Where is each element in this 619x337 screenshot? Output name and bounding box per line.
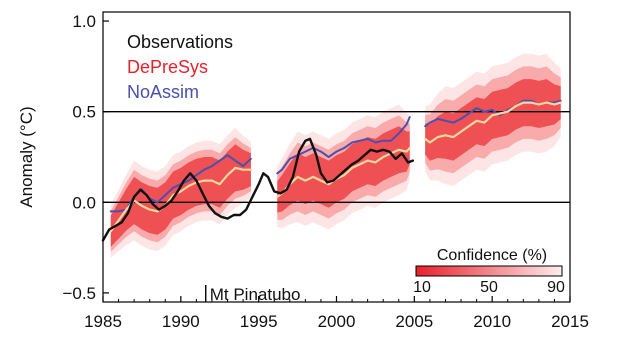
legend-entry-depresys: DePreSys bbox=[127, 57, 208, 77]
y-tick-label: −0.5 bbox=[62, 284, 96, 303]
colorbar-tick-label: 10 bbox=[413, 279, 431, 296]
legend-entry-observations: Observations bbox=[127, 32, 233, 52]
depresys-band-0-2 bbox=[110, 144, 251, 247]
x-tick-label: 2005 bbox=[395, 312, 433, 331]
x-tick-label: 2000 bbox=[318, 312, 356, 331]
annotation-mt-pinatubo: Mt Pinatubo bbox=[205, 285, 301, 304]
legend: Observations DePreSys NoAssim bbox=[127, 32, 233, 102]
x-tick-label: 1985 bbox=[84, 312, 122, 331]
colorbar-title: Confidence (%) bbox=[437, 247, 547, 264]
reference-lines bbox=[103, 110, 570, 204]
x-tick-label: 1995 bbox=[240, 312, 278, 331]
depresys-median-line bbox=[424, 101, 562, 144]
y-tick-label: 1.0 bbox=[72, 12, 96, 31]
confidence-colorbar: Confidence (%) 10 50 90 bbox=[413, 247, 565, 296]
colorbar-tick-label: 90 bbox=[547, 279, 565, 296]
x-tick-label: 1990 bbox=[162, 312, 200, 331]
series-lines bbox=[101, 99, 562, 242]
colorbar-gradient bbox=[415, 265, 563, 277]
legend-entry-noassim: NoAssim bbox=[127, 82, 199, 102]
depresys-median-line bbox=[109, 166, 252, 233]
x-tick-label: 2010 bbox=[473, 312, 511, 331]
y-axis-label: Anomaly (°C) bbox=[17, 106, 36, 207]
annotation-label: Mt Pinatubo bbox=[210, 285, 301, 304]
y-tick-label: 0.5 bbox=[72, 103, 96, 122]
observations-line bbox=[101, 137, 414, 242]
y-tick-label: 0.0 bbox=[72, 193, 96, 212]
depresys-band-2-2 bbox=[425, 79, 561, 161]
x-tick-label: 2015 bbox=[551, 312, 589, 331]
x-axis: 1985 1990 1995 2000 2005 2010 2015 bbox=[84, 296, 589, 331]
depresys-band-1-2 bbox=[277, 126, 410, 213]
y-axis: −0.5 0.0 0.5 1.0 bbox=[62, 12, 109, 303]
colorbar-tick-label: 50 bbox=[480, 279, 498, 296]
